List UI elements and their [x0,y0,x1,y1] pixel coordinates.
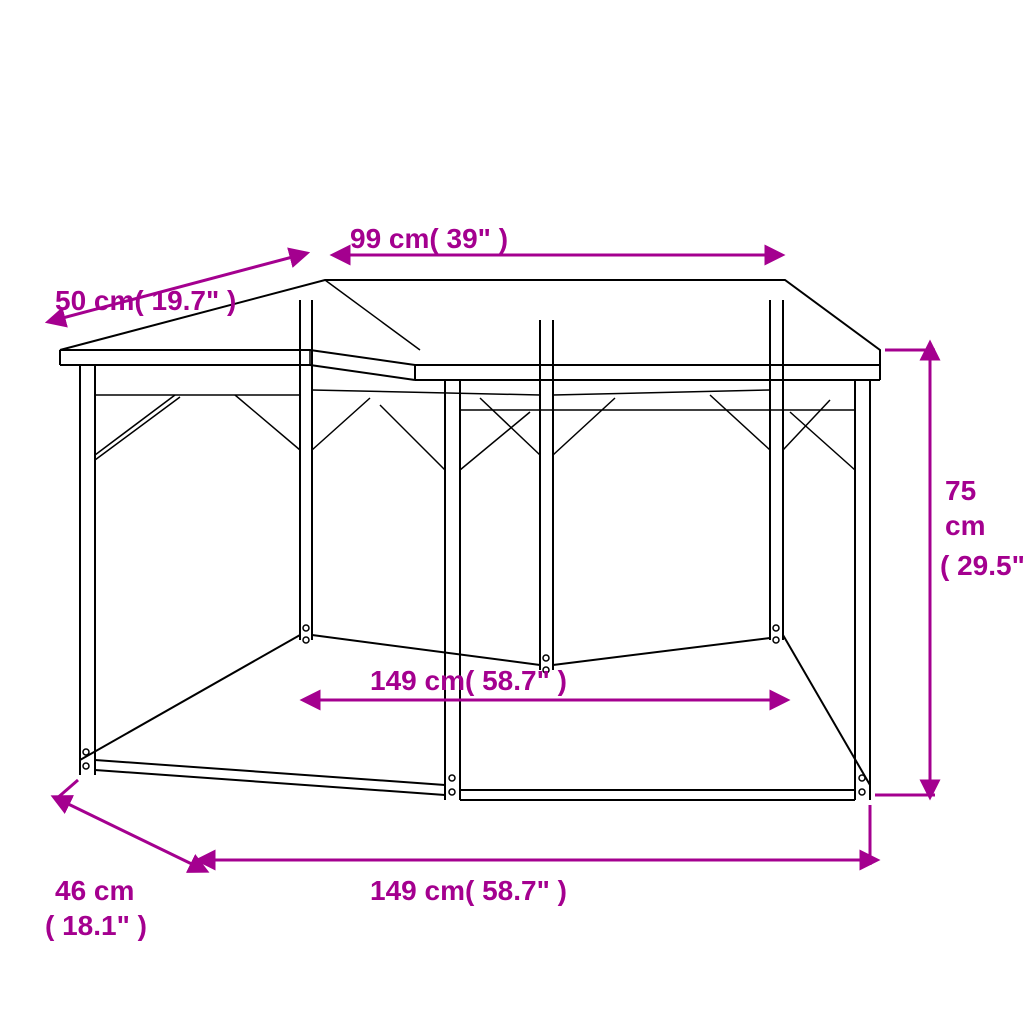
label-depth-front-in: ( 18.1" ) [45,910,147,941]
label-height-cm: 75 [945,475,976,506]
label-height-in: ( 29.5" ) [940,550,1024,581]
label-width-inner: 149 cm( 58.7" ) [370,665,567,696]
dimension-diagram: 50 cm( 19.7" ) 99 cm( 39" ) 75 cm ( 29.5… [0,0,1024,1024]
label-depth-back: 50 cm( 19.7" ) [55,285,236,316]
label-depth-front-cm: 46 cm [55,875,134,906]
label-width-front: 149 cm( 58.7" ) [370,875,567,906]
label-width-back: 99 cm( 39" ) [350,223,508,254]
product-drawing [60,280,880,800]
dimension-labels: 50 cm( 19.7" ) 99 cm( 39" ) 75 cm ( 29.5… [45,223,1024,941]
label-height-unit: cm [945,510,985,541]
